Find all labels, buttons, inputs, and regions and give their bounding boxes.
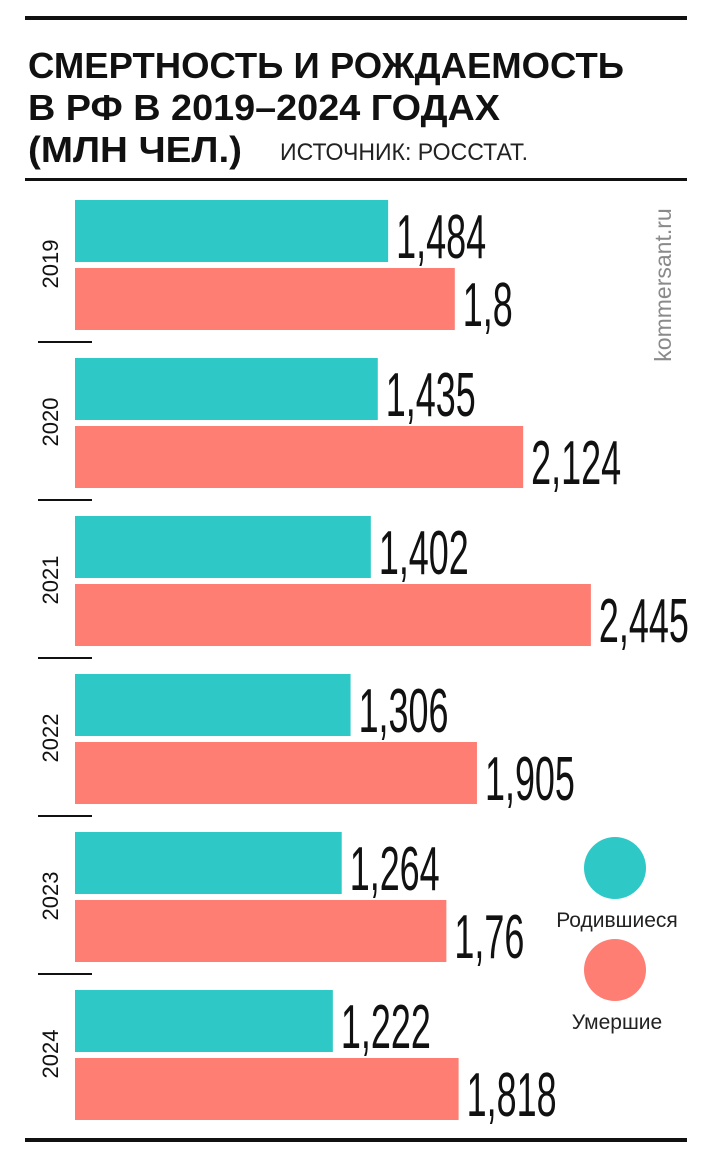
legend-swatch (584, 837, 646, 899)
bar (75, 516, 371, 578)
value-label: 1,8 (463, 270, 513, 340)
y-tick-label: 2019 (38, 240, 63, 289)
chart-title: СМЕРТНОСТЬ И РОЖДАЕМОСТЬ (28, 45, 624, 86)
value-label: 1,818 (467, 1060, 557, 1130)
top-rule (25, 16, 687, 20)
y-tick-label: 2022 (38, 714, 63, 763)
bar (75, 584, 591, 646)
source: ИСТОЧНИК: РОССТАТ. (280, 139, 528, 166)
value-label: 1,264 (350, 834, 440, 904)
value-label: 1,484 (396, 202, 486, 272)
value-label: 1,402 (379, 518, 469, 588)
watermark: kommersant.ru (650, 208, 676, 361)
legend-label: Умершие (572, 1011, 662, 1034)
bar (75, 900, 447, 962)
legend-swatch (584, 939, 646, 1001)
bar (75, 742, 477, 804)
bottom-rule (25, 1138, 687, 1142)
bar (75, 268, 455, 330)
y-tick-label: 2021 (38, 556, 63, 605)
value-label: 2,445 (599, 586, 689, 656)
value-label: 1,435 (386, 360, 476, 430)
bar (75, 426, 524, 488)
bar (75, 1058, 459, 1120)
value-label: 2,124 (531, 428, 621, 498)
value-label: 1,306 (359, 676, 449, 746)
value-label: 1,76 (454, 902, 524, 972)
header-rule (25, 178, 687, 181)
value-label: 1,222 (341, 992, 431, 1062)
y-tick-label: 2024 (38, 1030, 63, 1079)
bar (75, 358, 378, 420)
bar (75, 200, 389, 262)
chart-title: (МЛН ЧЕЛ.) (28, 129, 242, 170)
y-tick-label: 2020 (38, 398, 63, 447)
value-label: 1,905 (485, 744, 575, 814)
bar (75, 832, 342, 894)
bar (75, 990, 333, 1052)
bar (75, 674, 351, 736)
legend-label: Родившиеся (556, 909, 678, 932)
y-tick-label: 2023 (38, 872, 63, 921)
chart-title: В РФ В 2019–2024 ГОДАХ (28, 87, 500, 128)
